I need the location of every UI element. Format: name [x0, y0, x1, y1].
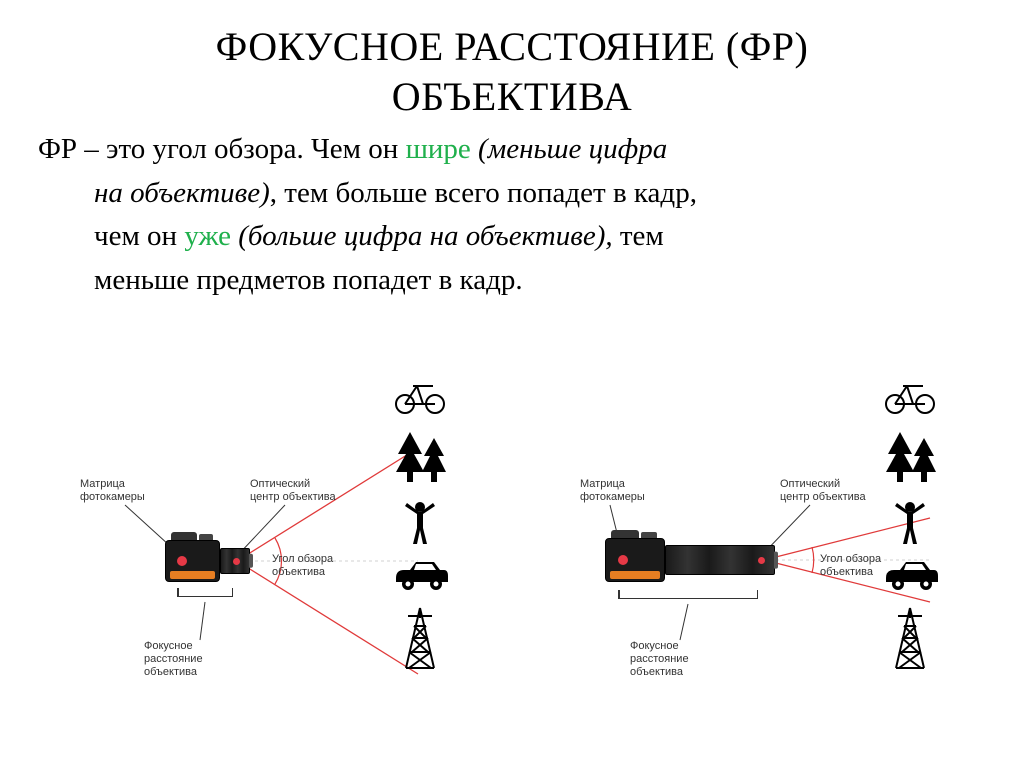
tree-icon: [880, 428, 940, 486]
person-icon: [880, 500, 940, 544]
label-focal: Фокусное расстояние объектива: [144, 640, 203, 680]
paragraph-t2: , тем больше всего попадет в кадр,: [270, 177, 697, 209]
paragraph-wide-note-2: на объективе): [94, 177, 270, 209]
paragraph-dash: –: [77, 133, 106, 165]
objects-column: [390, 380, 450, 670]
label-angle: Угол обзора объектива: [272, 553, 333, 579]
label-angle: Угол обзора объектива: [820, 553, 881, 579]
person-icon: [390, 500, 450, 544]
sensor-dot: [618, 555, 628, 565]
paragraph-wide: шире: [406, 133, 471, 165]
bicycle-icon: [390, 380, 450, 414]
label-focal: Фокусное расстояние объектива: [630, 640, 689, 680]
title-line-1: ФОКУСНОЕ РАССТОЯНИЕ (ФР): [216, 24, 809, 69]
diagrams-container: Матрица фотокамеры Оптический центр объе…: [20, 370, 1004, 740]
title-line-2: ОБЪЕКТИВА: [392, 74, 633, 119]
label-optical: Оптический центр объектива: [780, 478, 866, 504]
paragraph-t1: это угол обзора. Чем он: [106, 133, 406, 165]
paragraph-t5: меньше предметов попадет в кадр.: [94, 264, 523, 296]
explanation-paragraph: ФР – это угол обзора. Чем он шире (меньш…: [0, 122, 1024, 302]
paragraph-narrow: уже: [184, 220, 231, 252]
optic-center-dot: [233, 558, 240, 565]
focal-bracket: [618, 598, 758, 599]
page-title: ФОКУСНОЕ РАССТОЯНИЕ (ФР) ОБЪЕКТИВА: [0, 0, 1024, 122]
paragraph-t3: чем он: [94, 220, 184, 252]
tower-icon: [880, 606, 940, 670]
paragraph-narrow-note: (больше цифра на объективе),: [231, 220, 613, 252]
tower-icon: [390, 606, 450, 670]
paragraph-lead: ФР: [38, 133, 77, 165]
tree-icon: [390, 428, 450, 486]
paragraph-t4: тем: [613, 220, 664, 252]
car-icon: [390, 558, 450, 592]
diagram-narrow: Матрица фотокамеры Оптический центр объе…: [510, 370, 990, 740]
optic-center-dot: [758, 557, 765, 564]
sensor-dot: [177, 556, 187, 566]
label-sensor: Матрица фотокамеры: [80, 478, 145, 504]
paragraph-wide-note: (меньше цифра: [471, 133, 667, 165]
label-sensor: Матрица фотокамеры: [580, 478, 645, 504]
objects-column: [880, 380, 940, 670]
diagram-wide: Матрица фотокамеры Оптический центр объе…: [20, 370, 500, 740]
label-optical: Оптический центр объектива: [250, 478, 336, 504]
bicycle-icon: [880, 380, 940, 414]
focal-bracket: [177, 596, 233, 597]
car-icon: [880, 558, 940, 592]
